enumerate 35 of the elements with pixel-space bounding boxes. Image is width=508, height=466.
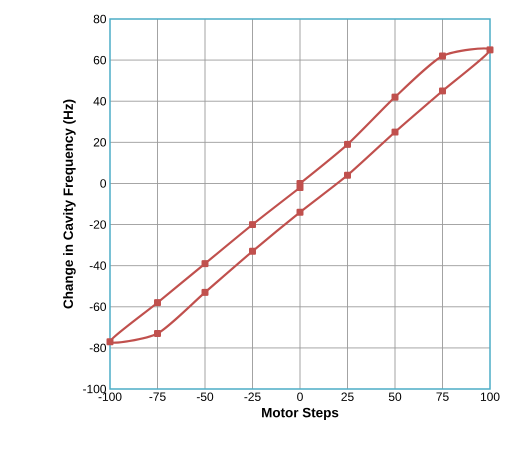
x-tick-label: 25: [341, 392, 354, 401]
x-tick-label: 75: [436, 392, 449, 401]
point: [344, 140, 351, 148]
point: [154, 330, 161, 337]
point: [392, 128, 398, 136]
point: [296, 208, 304, 216]
point: [106, 338, 114, 346]
point: [344, 172, 351, 179]
point: [439, 52, 446, 60]
y-tick-label: -40: [90, 261, 106, 270]
x-tick-label: -50: [196, 392, 214, 401]
point: [392, 94, 398, 101]
y-axis-title: Change in Cavity Frequency (Hz): [63, 100, 76, 308]
point: [202, 260, 208, 268]
x-tick-label: -75: [149, 392, 166, 401]
point: [154, 299, 161, 306]
y-tick-label: -80: [90, 344, 106, 352]
y-tick-label: 40: [93, 96, 106, 106]
y-tick-label: 20: [94, 138, 106, 147]
x-tick-label: 100: [480, 392, 500, 401]
y-tick-label: -60: [90, 302, 106, 311]
point: [486, 46, 494, 54]
y-tick-label: -100: [83, 384, 106, 394]
y-tick-label: 80: [94, 14, 106, 24]
point: [249, 221, 256, 228]
x-tick-label: -25: [244, 392, 261, 401]
point: [249, 248, 256, 255]
x-axis-title: Motor Steps: [262, 408, 338, 420]
y-tick-label: 0: [100, 179, 106, 188]
x-tick-label: 50: [388, 392, 402, 401]
point: [202, 288, 208, 296]
point: [439, 87, 446, 94]
x-tick-label: 0: [297, 392, 303, 401]
y-tick-label: -20: [90, 220, 106, 229]
y-tick-label: 60: [94, 56, 106, 64]
